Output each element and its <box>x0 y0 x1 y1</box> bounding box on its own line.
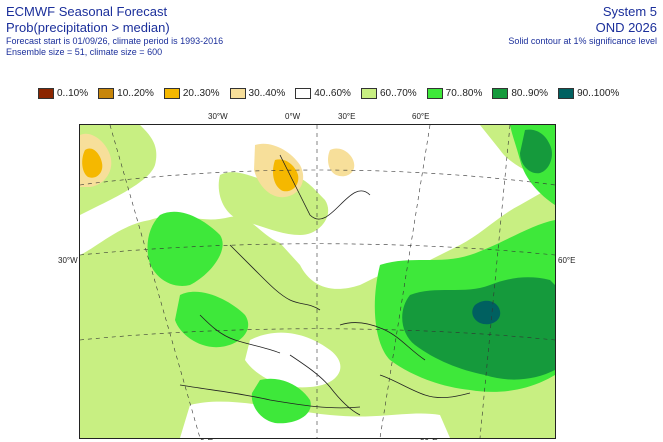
region-pale-yellow-east <box>328 148 355 177</box>
axis-label-top-30w: 30°W <box>208 112 228 121</box>
europe-precip-map <box>80 125 555 438</box>
legend-swatch <box>163 88 180 99</box>
legend-swatch <box>558 88 575 99</box>
legend-swatch <box>229 88 246 99</box>
legend: 0..10% 10..20% 20..30% 30..40% 40..60% 6… <box>38 88 629 99</box>
legend-label: 30..40% <box>248 88 286 99</box>
region-yellow-north <box>82 148 103 178</box>
legend-label: 40..60% <box>314 88 351 99</box>
legend-swatch <box>295 88 312 99</box>
legend-item: 20..30% <box>163 88 220 99</box>
legend-swatch <box>426 88 443 99</box>
season-label: OND 2026 <box>595 20 657 35</box>
legend-item: 70..80% <box>426 88 483 99</box>
legend-swatch <box>360 88 377 99</box>
region-darkgreen-east <box>402 277 555 380</box>
region-light-green-center <box>218 172 329 235</box>
region-white-south <box>180 401 450 438</box>
legend-item: 0..10% <box>38 88 88 99</box>
coastlines <box>179 154 471 416</box>
axis-label-top-60e: 60°E <box>412 112 430 121</box>
forecast-start: Forecast start is 01/09/26, climate peri… <box>6 36 224 46</box>
legend-label: 80..90% <box>511 88 549 99</box>
legend-item: 60..70% <box>360 88 417 99</box>
legend-item: 80..90% <box>492 88 548 99</box>
axis-label-right-60e: 60°E <box>558 256 576 265</box>
axis-label-top-30e: 30°E <box>338 112 356 121</box>
map-title: ECMWF Seasonal Forecast <box>6 4 168 19</box>
ensemble-size: Ensemble size = 51, climate size = 600 <box>6 47 163 57</box>
graticule <box>80 125 555 438</box>
axis-label-left-30w: 30°W <box>58 256 78 265</box>
legend-swatch <box>38 88 54 99</box>
legend-label: 20..30% <box>182 88 220 99</box>
region-darkgreen-northeast <box>520 129 552 174</box>
legend-swatch <box>492 88 509 99</box>
header-right: System 5 OND 2026 Solid contour at 1% si… <box>508 4 657 47</box>
system-label: System 5 <box>602 4 657 19</box>
region-green-atlantic <box>147 211 223 286</box>
axis-label-top-0: 0°W <box>285 112 301 121</box>
region-green-south <box>251 378 311 424</box>
significance-note: Solid contour at 1% significance level <box>508 36 657 46</box>
region-teal-east <box>472 300 501 325</box>
legend-label: 90..100% <box>577 88 620 99</box>
legend-swatch <box>98 88 115 99</box>
legend-item: 10..20% <box>98 88 154 99</box>
header-left: ECMWF Seasonal Forecast Prob(precipitati… <box>6 4 223 58</box>
legend-label: 0..10% <box>57 88 89 99</box>
legend-item: 30..40% <box>229 88 286 99</box>
legend-item: 90..100% <box>558 88 619 99</box>
legend-label: 70..80% <box>445 88 483 99</box>
region-green-iberia <box>175 291 249 348</box>
map-subtitle: Prob(precipitation > median) <box>6 20 170 35</box>
legend-label: 10..20% <box>117 88 154 99</box>
precipitation-map <box>79 124 556 439</box>
legend-label: 60..70% <box>379 88 417 99</box>
legend-item: 40..60% <box>295 88 351 99</box>
region-yellow-norway <box>272 159 299 192</box>
